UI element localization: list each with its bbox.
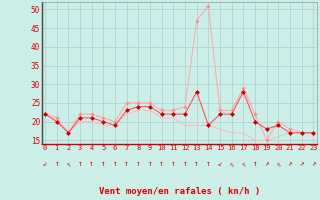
- Text: ↗: ↗: [264, 160, 269, 168]
- Text: ↑: ↑: [124, 160, 129, 168]
- Text: ⇙: ⇙: [218, 160, 222, 168]
- Text: ↑: ↑: [148, 160, 152, 168]
- Text: ↑: ↑: [89, 160, 94, 168]
- Text: ⇖: ⇖: [276, 160, 281, 168]
- Text: ↑: ↑: [78, 160, 82, 168]
- Text: ↑: ↑: [54, 160, 59, 168]
- Text: Vent moyen/en rafales ( kn/h ): Vent moyen/en rafales ( kn/h ): [99, 187, 260, 196]
- Text: ↑: ↑: [183, 160, 187, 168]
- Text: ↑: ↑: [159, 160, 164, 168]
- Text: ⇖: ⇖: [229, 160, 234, 168]
- Text: ↑: ↑: [206, 160, 211, 168]
- Text: ↑: ↑: [171, 160, 176, 168]
- Text: ⇙: ⇙: [43, 160, 47, 168]
- Text: ↑: ↑: [113, 160, 117, 168]
- Text: ⇖: ⇖: [66, 160, 71, 168]
- Text: ↗: ↗: [288, 160, 292, 168]
- Text: ↑: ↑: [101, 160, 106, 168]
- Text: ↑: ↑: [253, 160, 257, 168]
- Text: ↑: ↑: [194, 160, 199, 168]
- Text: ⇖: ⇖: [241, 160, 246, 168]
- Text: ↑: ↑: [136, 160, 141, 168]
- Text: ↗: ↗: [299, 160, 304, 168]
- Text: ↗: ↗: [311, 160, 316, 168]
